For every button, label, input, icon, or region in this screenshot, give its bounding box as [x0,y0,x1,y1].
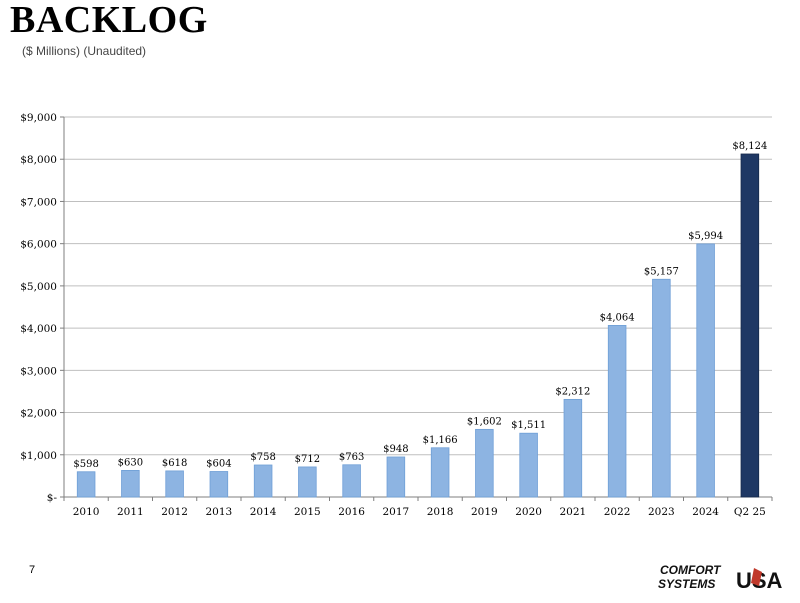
x-tick-label: 2015 [294,506,321,518]
x-axis-tick-labels: 2010 2011 2012 2013 2014 2015 2016 2017 2018 2019… [73,506,766,518]
bar-2017 [386,456,406,498]
y-tick-label: $4,000 [20,323,57,335]
bar-2011 [121,469,140,498]
x-tick-label: 2012 [161,506,188,518]
data-labels: $598 $630 $618 $604 $758 $712 $763 $948 $1,166 $1… [73,141,767,470]
y-axis-tick-labels: $- $1,000 $2,000 $3,000 $4,000 $5,000 $6,000 $7… [20,112,57,504]
data-label: $948 [383,444,408,455]
x-tick-label: 2019 [471,506,498,518]
y-tick-label: $9,000 [20,112,57,124]
x-tick-label: 2016 [338,506,365,518]
data-label: $1,511 [511,420,546,431]
data-label: $618 [162,458,187,469]
bar-2018 [430,447,450,498]
data-label: $630 [118,457,143,468]
page-number: 7 [29,564,36,576]
bar-2013 [209,471,229,498]
data-label: $763 [339,452,364,463]
logo-line1: COMFORT [660,563,722,577]
x-tick-label: 2023 [648,506,675,518]
logo-line2: SYSTEMS [658,577,715,591]
data-label: $5,994 [688,231,723,242]
bar-2010 [76,471,96,498]
bar-2022 [607,325,627,498]
y-tick-label: $1,000 [20,450,57,462]
y-tick-label: $3,000 [20,365,57,377]
bar-2019 [475,428,494,498]
bars [76,153,760,498]
data-label: $5,157 [644,266,679,277]
y-tick-label: $2,000 [20,408,57,420]
bar-2021 [563,398,583,498]
page-subtitle: ($ Millions) (Unaudited) [22,44,147,58]
data-label: $598 [73,459,98,470]
bar-2016 [342,464,361,498]
data-label: $8,124 [732,141,767,152]
y-tick-label: $6,000 [20,239,57,251]
bar-2014 [253,464,273,498]
data-label: $758 [250,452,275,463]
x-tick-label: Q2 25 [734,506,766,518]
x-tick-label: 2010 [73,506,100,518]
bar-2020 [519,432,538,498]
data-label: $604 [206,458,231,469]
x-tick-label: 2011 [117,506,144,518]
bar-2024 [696,243,715,498]
bar-2015 [298,466,317,498]
data-label: $4,064 [600,312,635,323]
data-label: $1,602 [467,416,502,427]
y-tick-label: $- [47,492,58,504]
bar-q2-25 [740,153,760,498]
x-tick-label: 2014 [250,506,277,518]
x-tick-label: 2017 [383,506,410,518]
bar-2012 [165,470,184,498]
data-label: $2,312 [555,386,590,397]
x-tick-label: 2018 [427,506,454,518]
x-tick-label: 2020 [515,506,542,518]
company-logo: COMFORT SYSTEMS USA [658,563,783,593]
y-tick-label: $8,000 [20,154,57,166]
y-tick-label: $7,000 [20,196,57,208]
logo-flag-icon [751,568,762,586]
bar-2023 [652,278,671,498]
x-tick-label: 2021 [560,506,587,518]
page-title: BACKLOG [10,0,208,41]
data-label: $712 [295,454,320,465]
x-tick-label: 2013 [206,506,233,518]
x-tick-label: 2022 [604,506,631,518]
x-tick-label: 2024 [692,506,719,518]
data-label: $1,166 [423,435,458,446]
y-tick-label: $5,000 [20,281,57,293]
